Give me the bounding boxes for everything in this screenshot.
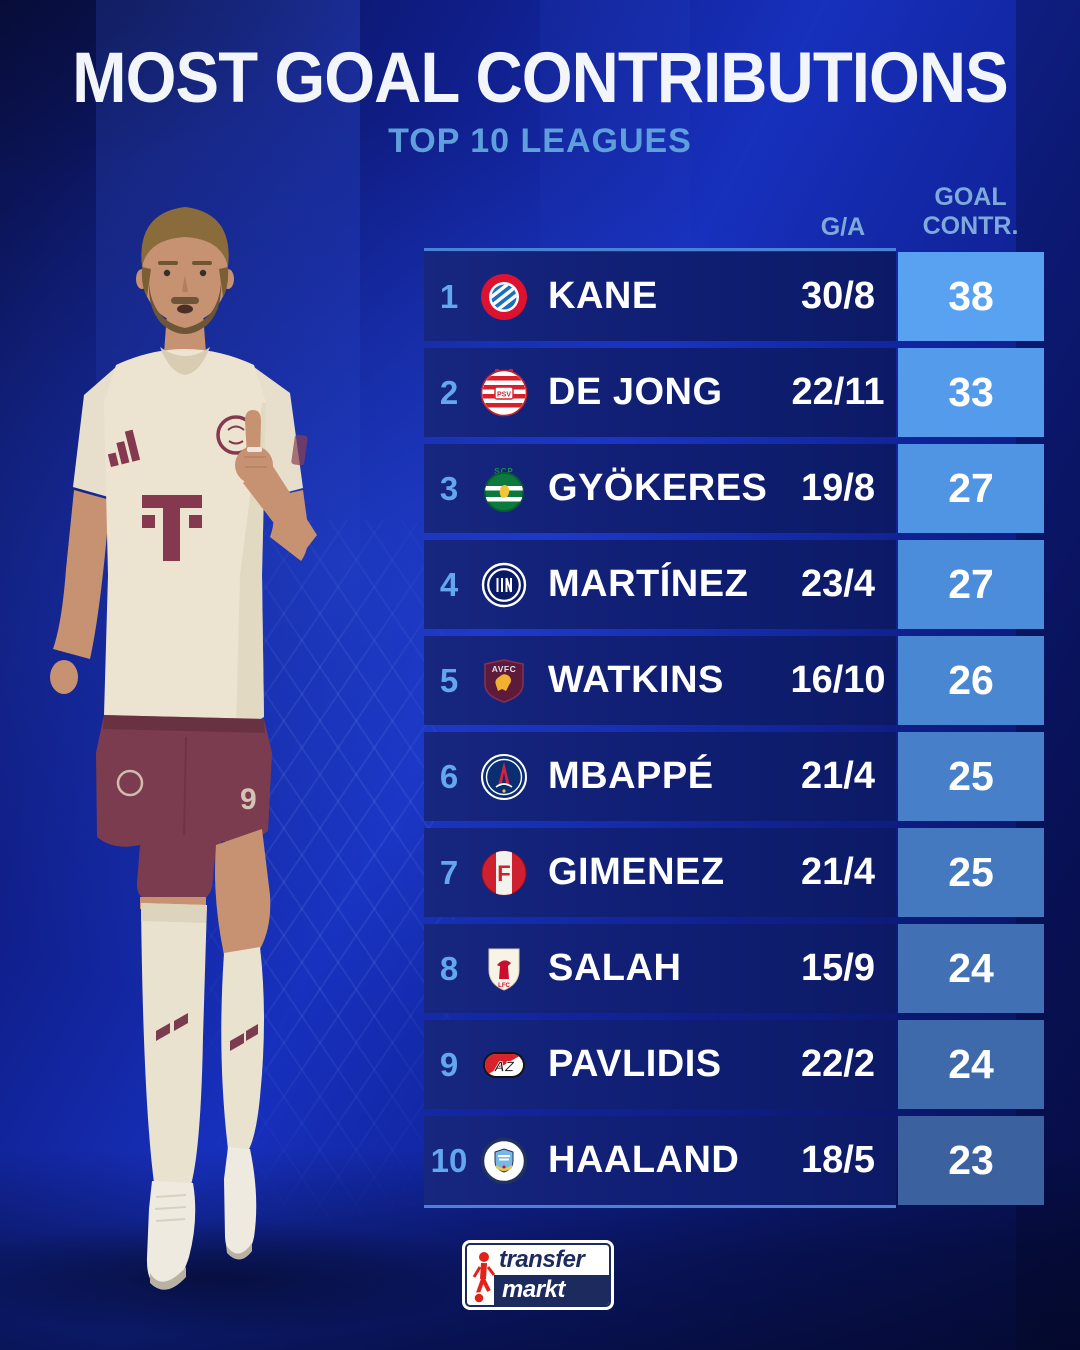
ga-value: 30/8 bbox=[801, 275, 875, 317]
player-name: PAVLIDIS bbox=[548, 1043, 722, 1085]
ga-value: 21/4 bbox=[801, 851, 875, 893]
ga-value: 15/9 bbox=[801, 947, 875, 989]
transfermarkt-logo: transfer markt bbox=[462, 1240, 614, 1310]
rank-label: 1 bbox=[439, 277, 459, 315]
page-title: MOST GOAL CONTRIBUTIONS bbox=[72, 39, 1009, 118]
rank-label: 5 bbox=[439, 661, 459, 699]
table-row: 5 AVFC WATKINS 16/10 26 bbox=[424, 636, 1044, 725]
goal-contributions-value: 25 bbox=[898, 732, 1044, 821]
ga-value: 23/4 bbox=[801, 563, 875, 605]
table-row: 3 SCP GYÖKERES 19/8 27 bbox=[424, 444, 1044, 533]
column-header-ga: G/A bbox=[820, 213, 866, 241]
svg-text:AZ: AZ bbox=[493, 1058, 515, 1075]
goal-contributions-value: 26 bbox=[898, 636, 1044, 725]
logo-text-transfer: transfer bbox=[499, 1246, 585, 1273]
goal-contributions-value: 33 bbox=[898, 348, 1044, 437]
table-row: 7 F GIMENEZ 21/4 25 bbox=[424, 828, 1044, 917]
psv-badge-icon: PSV bbox=[478, 348, 530, 437]
rank-label: 9 bbox=[439, 1045, 459, 1083]
table-row: 9 AZ PAVLIDIS 22/2 24 bbox=[424, 1020, 1044, 1109]
player-name: MARTÍNEZ bbox=[548, 563, 749, 605]
goal-contributions-value: 24 bbox=[898, 1020, 1044, 1109]
svg-text:PSV: PSV bbox=[497, 391, 511, 398]
table-row: 4 MARTÍNEZ 23/4 27 bbox=[424, 540, 1044, 629]
logo-player-figure-icon bbox=[472, 1252, 496, 1304]
goal-contributions-value: 38 bbox=[898, 252, 1044, 341]
az-alkmaar-badge-icon: AZ bbox=[478, 1020, 530, 1109]
player-name: KANE bbox=[548, 275, 658, 317]
ranking-table: 1 KANE 30/8 38 2 bbox=[424, 252, 1044, 1212]
logo-text-markt: markt bbox=[502, 1276, 565, 1303]
table-row: 6 MBAPPÉ 21/4 25 bbox=[424, 732, 1044, 821]
player-name: HAALAND bbox=[548, 1139, 740, 1181]
table-row: 1 KANE 30/8 38 bbox=[424, 252, 1044, 341]
inter-milan-badge-icon bbox=[478, 540, 530, 629]
column-header-goal-line2: CONTR. bbox=[922, 212, 1019, 240]
player-shadow bbox=[0, 1222, 510, 1338]
table-row: 8 LFC SALAH 15/9 24 bbox=[424, 924, 1044, 1013]
liverpool-badge-icon: LFC bbox=[478, 924, 530, 1013]
rank-label: 7 bbox=[439, 853, 459, 891]
player-name: MBAPPÉ bbox=[548, 755, 714, 797]
rank-label: 2 bbox=[439, 373, 459, 411]
player-name: WATKINS bbox=[548, 659, 724, 701]
svg-text:LFC: LFC bbox=[498, 983, 510, 989]
player-photo-harry-kane: 9 bbox=[50, 207, 317, 1290]
table-bottom-divider bbox=[424, 1205, 896, 1208]
goal-contributions-value: 25 bbox=[898, 828, 1044, 917]
goal-contributions-value: 27 bbox=[898, 540, 1044, 629]
ga-value: 22/11 bbox=[791, 371, 885, 413]
bayern-munich-badge-icon bbox=[478, 252, 530, 341]
logo-bottom-band: markt bbox=[494, 1275, 609, 1305]
transfermarkt-logo-frame: transfer markt bbox=[465, 1243, 611, 1307]
svg-text:F: F bbox=[497, 861, 510, 886]
ga-value: 16/10 bbox=[790, 659, 886, 701]
goal-contributions-value: 24 bbox=[898, 924, 1044, 1013]
column-header-goal-contr: GOAL CONTR. bbox=[898, 183, 1043, 241]
feyenoord-badge-icon: F bbox=[478, 828, 530, 917]
player-name: GYÖKERES bbox=[548, 467, 768, 509]
svg-text:9: 9 bbox=[240, 783, 257, 816]
svg-text:AVFC: AVFC bbox=[492, 664, 517, 674]
page-subtitle: TOP 10 LEAGUES bbox=[388, 122, 692, 160]
table-row: 2 PSV DE JONG 22/11 33 bbox=[424, 348, 1044, 437]
psg-badge-icon bbox=[478, 732, 530, 821]
player-name: GIMENEZ bbox=[548, 851, 725, 893]
manchester-city-badge-icon bbox=[478, 1116, 530, 1205]
table-row: 10 HAALAND 18/5 23 bbox=[424, 1116, 1044, 1205]
rank-label: 10 bbox=[430, 1141, 468, 1179]
ga-value: 22/2 bbox=[801, 1043, 875, 1085]
goal-contributions-value: 23 bbox=[898, 1116, 1044, 1205]
svg-text:SCP: SCP bbox=[494, 467, 513, 476]
aston-villa-badge-icon: AVFC bbox=[478, 636, 530, 725]
player-name: DE JONG bbox=[548, 371, 723, 413]
rank-label: 4 bbox=[439, 565, 459, 603]
ga-value: 21/4 bbox=[801, 755, 875, 797]
rank-label: 8 bbox=[439, 949, 459, 987]
logo-top-band: transfer bbox=[467, 1245, 609, 1275]
rank-label: 3 bbox=[439, 469, 459, 507]
table-top-divider bbox=[424, 248, 896, 251]
rank-label: 6 bbox=[439, 757, 459, 795]
goal-contributions-value: 27 bbox=[898, 444, 1044, 533]
ga-value: 18/5 bbox=[801, 1139, 875, 1181]
player-name: SALAH bbox=[548, 947, 682, 989]
column-header-goal-line1: GOAL bbox=[934, 183, 1007, 211]
sporting-cp-badge-icon: SCP bbox=[478, 444, 530, 533]
ga-value: 19/8 bbox=[801, 467, 875, 509]
